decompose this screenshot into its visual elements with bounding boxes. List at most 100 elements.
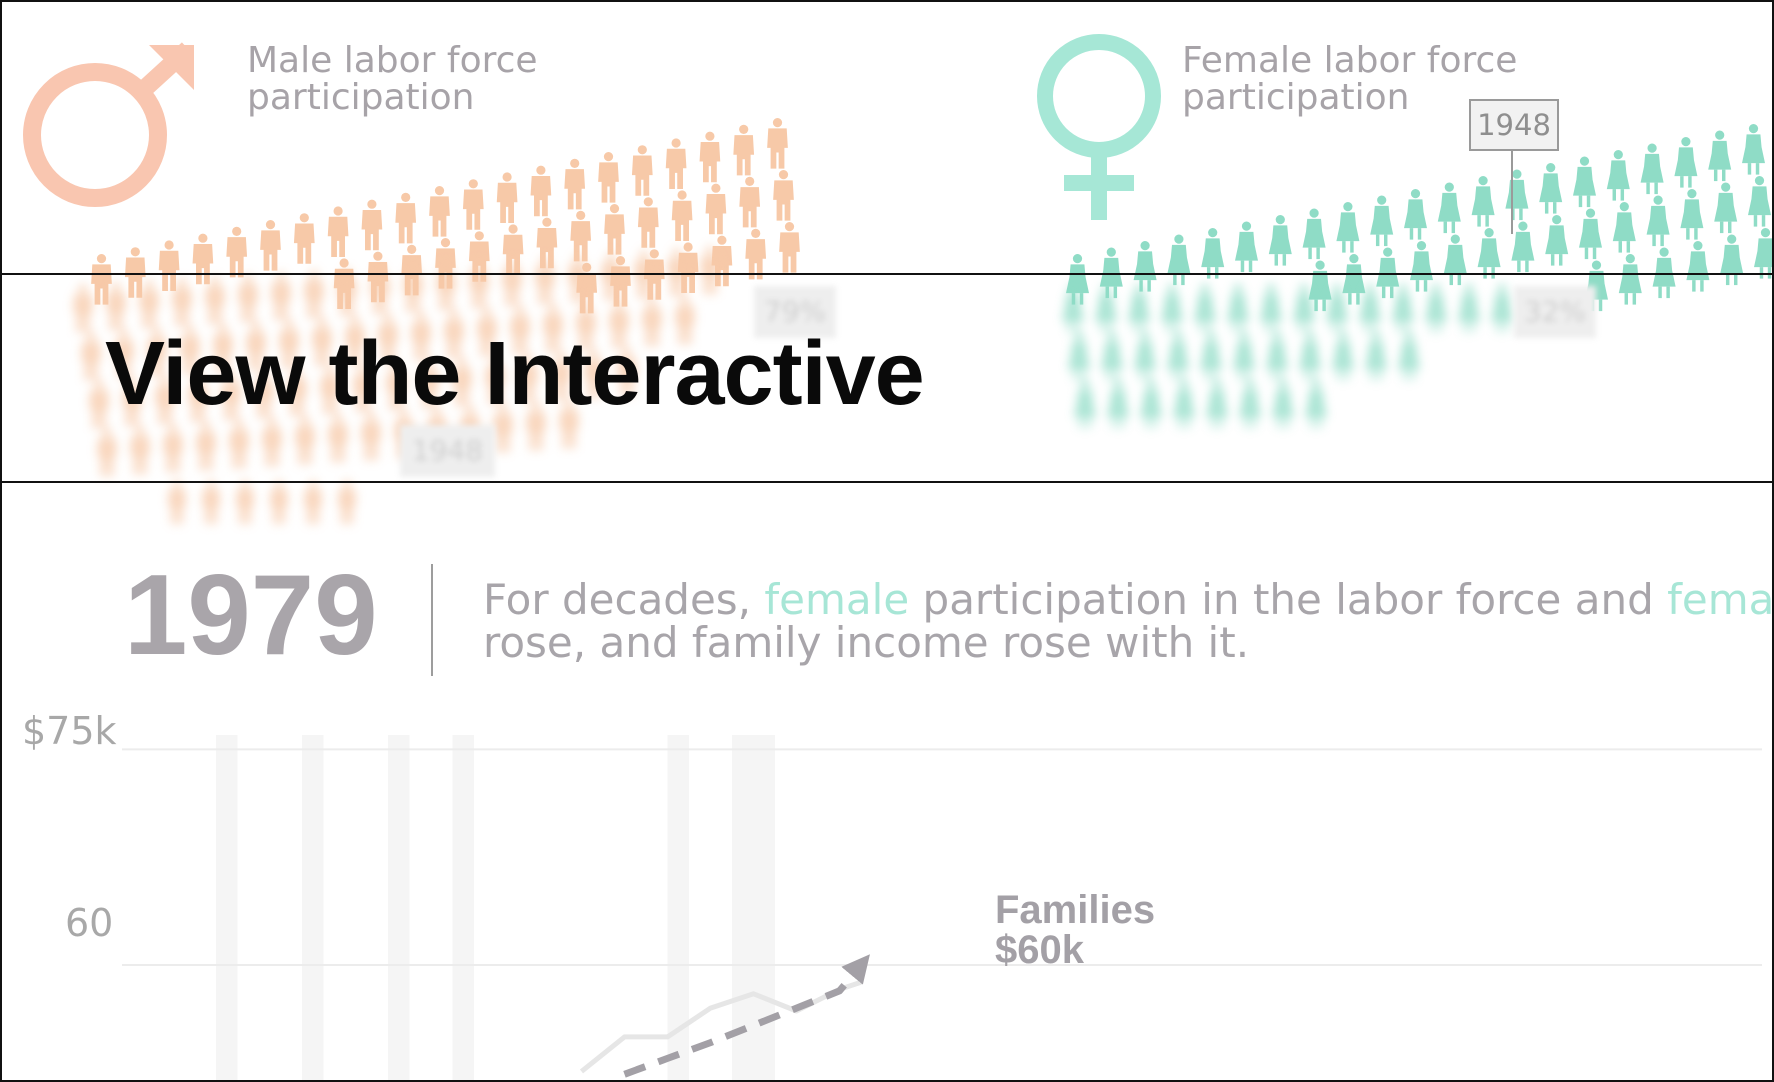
view-interactive-link[interactable]: View the Interactive — [105, 324, 925, 424]
male-figure-blurred — [238, 274, 258, 323]
male-section-title: Male labor force participation — [247, 40, 538, 118]
female-figure-blurred — [1173, 380, 1195, 429]
male-figure — [598, 152, 619, 203]
male-figure-blurred — [202, 480, 220, 524]
female-figure — [1686, 241, 1710, 292]
scene-year: 1979 — [124, 552, 378, 679]
female-figure-blurred — [1266, 332, 1288, 381]
male-figure — [745, 228, 767, 280]
female-figure — [1404, 189, 1427, 240]
female-figure-blurred — [1458, 284, 1480, 333]
male-figure — [327, 206, 349, 257]
female-figure-blurred — [1299, 332, 1321, 381]
female-figure — [1376, 247, 1400, 299]
male-figure — [158, 240, 180, 291]
male-figure — [570, 210, 592, 262]
male-figure-blurred — [386, 362, 406, 411]
male-figure-blurred — [411, 312, 431, 361]
female-figure — [1336, 202, 1360, 253]
male-figure-blurred — [403, 264, 423, 313]
male-figure-blurred — [469, 260, 489, 309]
y-tick-label: 60 — [65, 901, 114, 945]
male-figure-blurred — [106, 282, 126, 331]
female-figure — [1652, 247, 1676, 299]
male-figure — [564, 158, 586, 210]
female-figure — [1748, 176, 1771, 227]
male-figure-blurred — [229, 420, 249, 469]
male-figure-blurred — [345, 316, 365, 365]
male-figure — [124, 247, 146, 298]
year-divider — [431, 564, 433, 676]
female-figure — [1579, 208, 1602, 260]
female-figure-blurred — [1239, 380, 1261, 429]
male-figure-blurred — [328, 414, 348, 463]
male-figure-blurred — [419, 360, 439, 409]
male-figure-blurred — [576, 302, 596, 351]
recession-band — [388, 735, 410, 1080]
male-figure-blurred — [601, 252, 621, 301]
male-figure-blurred — [270, 480, 288, 524]
male-figure-blurred — [254, 370, 274, 419]
caption-highlight: female — [764, 575, 910, 624]
female-figure — [1511, 221, 1535, 273]
female-figure — [1099, 247, 1123, 299]
male-figure-blurred — [667, 248, 687, 297]
series-line — [623, 954, 870, 1078]
recession-bands — [216, 735, 775, 1080]
male-year-label: 1948 — [400, 425, 495, 477]
female-figure — [1443, 234, 1467, 286]
female-figure — [1720, 234, 1744, 286]
male-figure-blurred — [97, 428, 117, 477]
male-figure-blurred — [370, 266, 390, 315]
female-figure — [1370, 195, 1394, 247]
cta-band[interactable] — [2, 273, 1772, 483]
male-figure-blurred — [196, 422, 216, 471]
female-figure — [1410, 241, 1433, 292]
female-figure — [1342, 254, 1366, 305]
female-figure — [1640, 143, 1664, 195]
male-figure-blurred — [155, 376, 175, 425]
male-figure-blurred — [634, 250, 654, 299]
female-figure — [1235, 221, 1258, 273]
male-figure — [631, 145, 653, 196]
male-figure-blurred — [477, 308, 497, 357]
female-year-tag: 1948 — [1469, 99, 1559, 151]
male-figure-blurred — [279, 320, 299, 369]
male-figure-blurred — [700, 246, 720, 295]
year-tag-pointer — [1511, 150, 1513, 234]
female-figure-blurred — [1200, 332, 1222, 381]
male-figure — [671, 190, 693, 241]
female-figure-blurred — [1425, 284, 1447, 333]
female-figure — [1545, 215, 1569, 266]
male-figure-blurred — [262, 418, 282, 467]
male-figure-blurred — [510, 306, 530, 355]
male-figure — [530, 165, 552, 217]
male-figure — [733, 124, 755, 176]
female-figure-blurred — [1161, 284, 1183, 333]
female-figure-blurred — [1359, 284, 1381, 333]
female-figure-blurred — [1233, 332, 1255, 381]
female-figure — [1680, 189, 1704, 240]
male-figure-blurred — [584, 350, 604, 399]
male-figure — [293, 213, 315, 264]
female-figure-blurred — [1293, 284, 1315, 333]
recession-band — [452, 735, 474, 1080]
male-figure-blurred — [147, 328, 167, 377]
female-figure-blurred — [1167, 332, 1189, 381]
male-figure-blurred — [526, 402, 546, 451]
male-figure — [429, 186, 450, 237]
scene-caption: For decades, female participation in the… — [483, 575, 1772, 664]
female-figure-blurred — [1272, 380, 1294, 429]
male-figure-blurred — [485, 356, 505, 405]
male-figure-blurred — [551, 352, 571, 401]
male-figure — [361, 199, 383, 251]
male-figure-blurred — [295, 416, 315, 465]
female-figure — [1167, 234, 1191, 286]
y-tick-label: $75k — [22, 709, 117, 753]
female-figure — [1618, 254, 1642, 305]
female-figure — [1606, 150, 1630, 201]
male-figure-blurred — [130, 426, 150, 475]
female-figure-blurred — [1134, 332, 1156, 381]
recession-band — [216, 735, 238, 1080]
female-figure — [1612, 202, 1636, 253]
